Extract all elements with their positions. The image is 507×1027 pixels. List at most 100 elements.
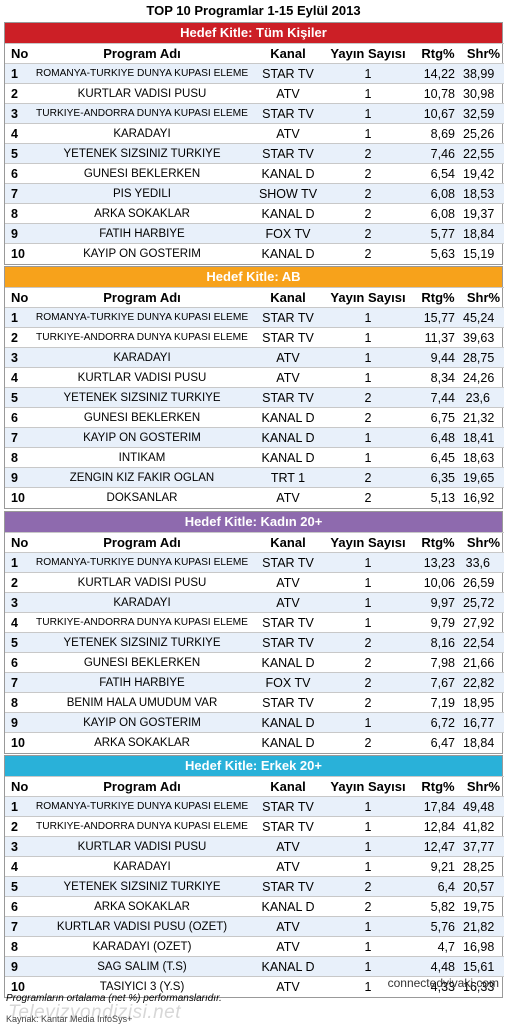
header-row: No Program Adı Kanal Yayın Sayısı Rtg% Shr% <box>5 43 504 64</box>
cell-shr: 41,82 <box>463 816 504 837</box>
cell-rtg: 7,44 <box>413 387 463 408</box>
cell-shr: 38,99 <box>463 63 504 84</box>
cell-program: KARADAYI <box>31 592 253 613</box>
cell-no: 1 <box>5 307 31 328</box>
cell-channel: ATV <box>253 367 323 388</box>
column-header-shr: Shr% <box>463 532 504 553</box>
logo-watermark: Televizyondizisi.net <box>8 1002 181 1023</box>
cell-program: KAYIP ON GOSTERIM <box>31 243 253 264</box>
table-row: 3 KURTLAR VADISI PUSU ATV 1 12,47 37,77 <box>5 836 504 857</box>
cell-rtg: 5,76 <box>413 916 463 937</box>
column-header-shr: Shr% <box>463 287 504 308</box>
cell-no: 1 <box>5 796 31 817</box>
cell-no: 3 <box>5 836 31 857</box>
table-row: 8 BENIM HALA UMUDUM VAR STAR TV 2 7,19 18,95 <box>5 692 504 713</box>
cell-program: ROMANYA-TURKIYE DUNYA KUPASI ELEME <box>31 63 253 84</box>
cell-no: 1 <box>5 63 31 84</box>
cell-rtg: 5,63 <box>413 243 463 264</box>
table-row: 8 ARKA SOKAKLAR KANAL D 2 6,08 19,37 <box>5 203 504 224</box>
page-title: TOP 10 Programlar 1-15 Eylül 2013 <box>146 3 361 18</box>
cell-rtg: 6,08 <box>413 183 463 204</box>
cell-channel: KANAL D <box>253 243 323 264</box>
column-header-no: No <box>5 287 31 308</box>
cell-airings: 2 <box>323 896 413 917</box>
cell-airings: 2 <box>323 732 413 753</box>
table-row: 7 PIS YEDILI SHOW TV 2 6,08 18,53 <box>5 183 504 204</box>
cell-no: 9 <box>5 956 31 977</box>
cell-rtg: 8,34 <box>413 367 463 388</box>
cell-shr: 16,77 <box>463 712 504 733</box>
table-row: 1 ROMANYA-TURKIYE DUNYA KUPASI ELEME STAR … <box>5 63 504 84</box>
cell-shr: 33,6 <box>463 552 504 573</box>
cell-channel: STAR TV <box>253 552 323 573</box>
cell-program: YETENEK SIZSINIZ TURKIYE <box>31 143 253 164</box>
cell-program: TURKIYE-ANDORRA DUNYA KUPASI ELEME <box>31 327 253 348</box>
table-row: 1 ROMANYA-TURKIYE DUNYA KUPASI ELEME STAR … <box>5 307 504 328</box>
table-row: 8 KARADAYI (OZET) ATV 1 4,7 16,98 <box>5 936 504 957</box>
table-row: 4 KARADAYI ATV 1 8,69 25,26 <box>5 123 504 144</box>
cell-rtg: 10,06 <box>413 572 463 593</box>
table-row: 2 KURTLAR VADISI PUSU ATV 1 10,06 26,59 <box>5 572 504 593</box>
table-row: 9 ZENGIN KIZ FAKIR OGLAN TRT 1 2 6,35 19,65 <box>5 467 504 488</box>
column-header-rtg: Rtg% <box>413 43 463 64</box>
table-row: 10 ARKA SOKAKLAR KANAL D 2 6,47 18,84 <box>5 732 504 753</box>
cell-shr: 39,63 <box>463 327 504 348</box>
ratings-table: No Program Adı Kanal Yayın Sayısı Rtg% Shr% 1 R… <box>5 776 504 997</box>
table-row: 6 GUNESI BEKLERKEN KANAL D 2 7,98 21,66 <box>5 652 504 673</box>
cell-rtg: 6,4 <box>413 876 463 897</box>
cell-channel: ATV <box>253 592 323 613</box>
cell-rtg: 4,7 <box>413 936 463 957</box>
cell-no: 4 <box>5 612 31 633</box>
table-row: 2 KURTLAR VADISI PUSU ATV 1 10,78 30,98 <box>5 83 504 104</box>
cell-program: KARADAYI <box>31 856 253 877</box>
cell-shr: 18,63 <box>463 447 504 468</box>
table-row: 2 TURKIYE-ANDORRA DUNYA KUPASI ELEME STAR … <box>5 327 504 348</box>
cell-shr: 22,54 <box>463 632 504 653</box>
table-row: 10 KAYIP ON GOSTERIM KANAL D 2 5,63 15,19 <box>5 243 504 264</box>
cell-shr: 21,66 <box>463 652 504 673</box>
cell-no: 10 <box>5 732 31 753</box>
cell-rtg: 6,72 <box>413 712 463 733</box>
cell-no: 3 <box>5 592 31 613</box>
cell-shr: 22,82 <box>463 672 504 693</box>
column-header-airings: Yayın Sayısı <box>323 532 413 553</box>
table-row: 4 KARADAYI ATV 1 9,21 28,25 <box>5 856 504 877</box>
cell-channel: STAR TV <box>253 387 323 408</box>
table-row: 5 YETENEK SIZSINIZ TURKIYE STAR TV 2 7,46 22,… <box>5 143 504 164</box>
cell-program: GUNESI BEKLERKEN <box>31 163 253 184</box>
cell-channel: STAR TV <box>253 816 323 837</box>
cell-channel: STAR TV <box>253 612 323 633</box>
cell-shr: 19,65 <box>463 467 504 488</box>
table-row: 1 ROMANYA-TURKIYE DUNYA KUPASI ELEME STAR … <box>5 796 504 817</box>
cell-rtg: 9,21 <box>413 856 463 877</box>
cell-shr: 20,57 <box>463 876 504 897</box>
cell-no: 3 <box>5 347 31 368</box>
cell-program: KARADAYI (OZET) <box>31 936 253 957</box>
cell-rtg: 14,22 <box>413 63 463 84</box>
cell-rtg: 10,78 <box>413 83 463 104</box>
cell-rtg: 7,46 <box>413 143 463 164</box>
cell-channel: KANAL D <box>253 427 323 448</box>
cell-airings: 1 <box>323 83 413 104</box>
cell-channel: KANAL D <box>253 896 323 917</box>
cell-program: TURKIYE-ANDORRA DUNYA KUPASI ELEME <box>31 612 253 633</box>
cell-shr: 30,98 <box>463 83 504 104</box>
table-row: 5 YETENEK SIZSINIZ TURKIYE STAR TV 2 6,4 20,5… <box>5 876 504 897</box>
cell-airings: 1 <box>323 856 413 877</box>
cell-shr: 15,61 <box>463 956 504 977</box>
cell-channel: FOX TV <box>253 223 323 244</box>
column-header-airings: Yayın Sayısı <box>323 776 413 797</box>
cell-rtg: 9,79 <box>413 612 463 633</box>
cell-no: 5 <box>5 143 31 164</box>
cell-no: 6 <box>5 407 31 428</box>
header-row: No Program Adı Kanal Yayın Sayısı Rtg% Shr% <box>5 776 504 797</box>
cell-rtg: 6,54 <box>413 163 463 184</box>
section-ab: Hedef Kitle: AB No Program Adı Kanal Yayın S… <box>4 266 504 509</box>
section-header: Hedef Kitle: Tüm Kişiler <box>5 23 502 43</box>
cell-program: KAYIP ON GOSTERIM <box>31 427 253 448</box>
cell-no: 4 <box>5 123 31 144</box>
cell-channel: KANAL D <box>253 712 323 733</box>
column-header-airings: Yayın Sayısı <box>323 287 413 308</box>
cell-rtg: 12,47 <box>413 836 463 857</box>
cell-shr: 49,48 <box>463 796 504 817</box>
